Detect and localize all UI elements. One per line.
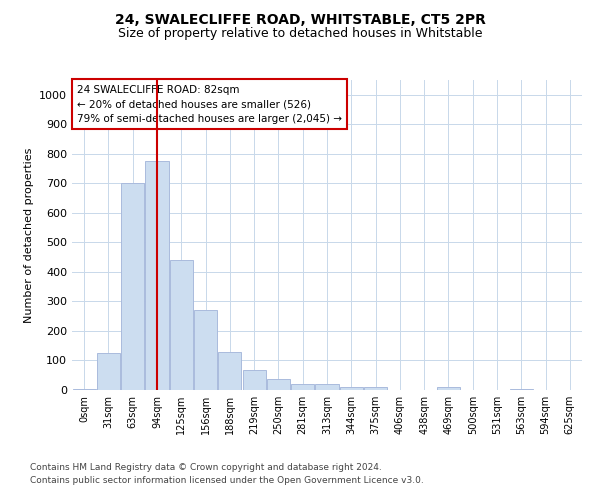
Bar [510, 388, 533, 390]
Text: Contains public sector information licensed under the Open Government Licence v3: Contains public sector information licen… [30, 476, 424, 485]
Bar [267, 379, 290, 390]
Bar [73, 388, 95, 390]
Bar [145, 161, 169, 390]
Text: Contains HM Land Registry data © Crown copyright and database right 2024.: Contains HM Land Registry data © Crown c… [30, 464, 382, 472]
Text: 24 SWALECLIFFE ROAD: 82sqm
← 20% of detached houses are smaller (526)
79% of sem: 24 SWALECLIFFE ROAD: 82sqm ← 20% of deta… [77, 84, 342, 124]
Text: Size of property relative to detached houses in Whitstable: Size of property relative to detached ho… [118, 28, 482, 40]
Bar [291, 384, 314, 390]
Text: 24, SWALECLIFFE ROAD, WHITSTABLE, CT5 2PR: 24, SWALECLIFFE ROAD, WHITSTABLE, CT5 2P… [115, 12, 485, 26]
Bar [121, 184, 144, 390]
Bar [194, 310, 217, 390]
Bar [364, 387, 387, 390]
Bar [340, 387, 363, 390]
Bar [170, 260, 193, 390]
Y-axis label: Number of detached properties: Number of detached properties [23, 148, 34, 322]
Bar [437, 387, 460, 390]
Bar [218, 352, 241, 390]
Bar [316, 384, 338, 390]
Bar [242, 370, 266, 390]
Bar [97, 353, 120, 390]
